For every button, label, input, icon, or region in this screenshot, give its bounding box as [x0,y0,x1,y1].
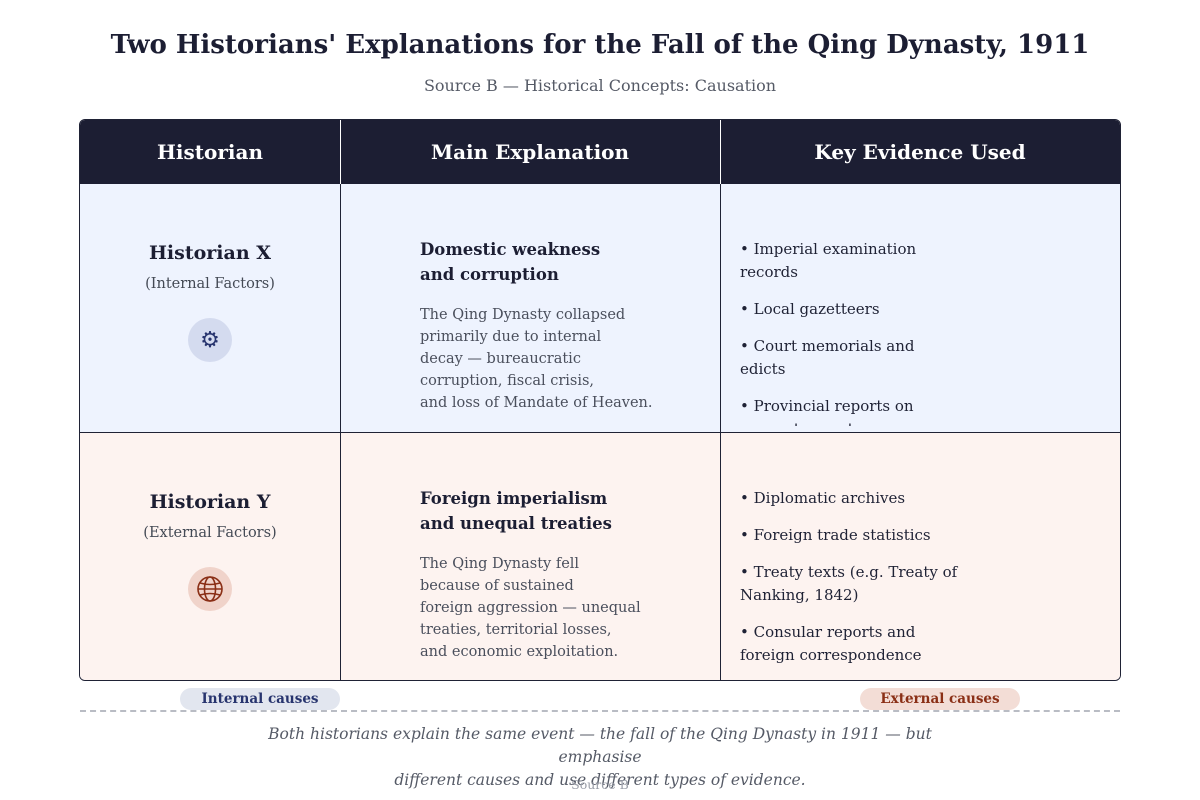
page-subtitle: Source B — Historical Concepts: Causatio… [423,76,777,95]
historian-name: Historian X [148,242,272,264]
column-header-main-explanation: Main Explanation [430,140,630,164]
column-divider [340,184,341,432]
explanation-title-line: Domestic weakness [420,240,601,259]
column-header-historian: Historian [157,140,263,164]
explanation-text: The Qing Dynasty fell because of sustain… [420,553,660,663]
explanation-line: The Qing Dynasty collapsed [420,307,626,323]
evidence-list: Imperial examination records Local gazet… [740,238,960,426]
column-header-key-evidence: Key Evidence Used [814,140,1026,164]
caption-line: Both historians explain the same event —… [268,725,932,766]
evidence-item: Local gazetteers [740,298,960,321]
historian-focus: (External Factors) [143,525,277,541]
explanation-title: Domestic weakness and corruption [420,237,620,287]
column-divider [720,184,721,432]
table-row-historian-x: Historian X (Internal Factors) ⚙ Domesti… [80,184,1120,432]
historian-name: Historian Y [149,491,271,513]
explanation-line: decay — bureaucratic [420,351,581,367]
explanation-line: primarily due to internal [420,329,602,345]
explanation-line: treaties, territorial losses, [420,622,612,638]
page-title: Two Historians' Explanations for the Fal… [110,30,1090,60]
explanation-line: and economic exploitation. [420,644,619,660]
column-divider [720,433,721,680]
explanation-title-line: and corruption [420,265,559,284]
evidence-item: Provincial reports on peasant unrest [740,395,960,426]
table-row-historian-y: Historian Y (External Factors) Foreign i… [80,432,1120,680]
evidence-item: Court memorials and edicts [740,335,960,381]
explanation-line: foreign aggression — unequal [420,600,641,616]
explanation-text: The Qing Dynasty collapsed primarily due… [420,304,660,414]
evidence-item: Diplomatic archives [740,487,960,510]
explanation-line: because of sustained [420,578,574,594]
evidence-list: Diplomatic archives Foreign trade statis… [740,487,960,680]
table-header: Historian Main Explanation Key Evidence … [80,120,1120,184]
explanation-title: Foreign imperialism and unequal treaties [420,486,620,536]
historian-focus: (Internal Factors) [145,276,275,292]
external-causes-label: External causes [860,688,1020,710]
gear-icon: ⚙ [188,318,232,362]
header-divider [340,120,341,184]
evidence-item: Consular reports and foreign corresponde… [740,621,960,667]
header-divider [720,120,721,184]
globe-icon [188,567,232,611]
caption-line: different causes and use different types… [394,771,806,789]
caption: Both historians explain the same event —… [250,723,950,792]
explanation-line: and loss of Mandate of Heaven. [420,395,653,411]
explanation-line: The Qing Dynasty fell [420,556,580,572]
dashed-divider [80,710,1120,712]
explanation-title-line: Foreign imperialism [420,489,608,508]
evidence-item: Imperial examination records [740,238,960,284]
source-label: Source B [571,777,629,792]
explanation-title-line: and unequal treaties [420,514,612,533]
internal-causes-label: Internal causes [180,688,340,710]
evidence-item: Foreign trade statistics [740,524,960,547]
column-divider [340,433,341,680]
explanation-line: corruption, fiscal crisis, [420,373,595,389]
globe-icon-svg [197,576,223,602]
comparison-table: Historian Main Explanation Key Evidence … [79,119,1121,681]
evidence-item: Treaty texts (e.g. Treaty of Nanking, 18… [740,561,960,607]
